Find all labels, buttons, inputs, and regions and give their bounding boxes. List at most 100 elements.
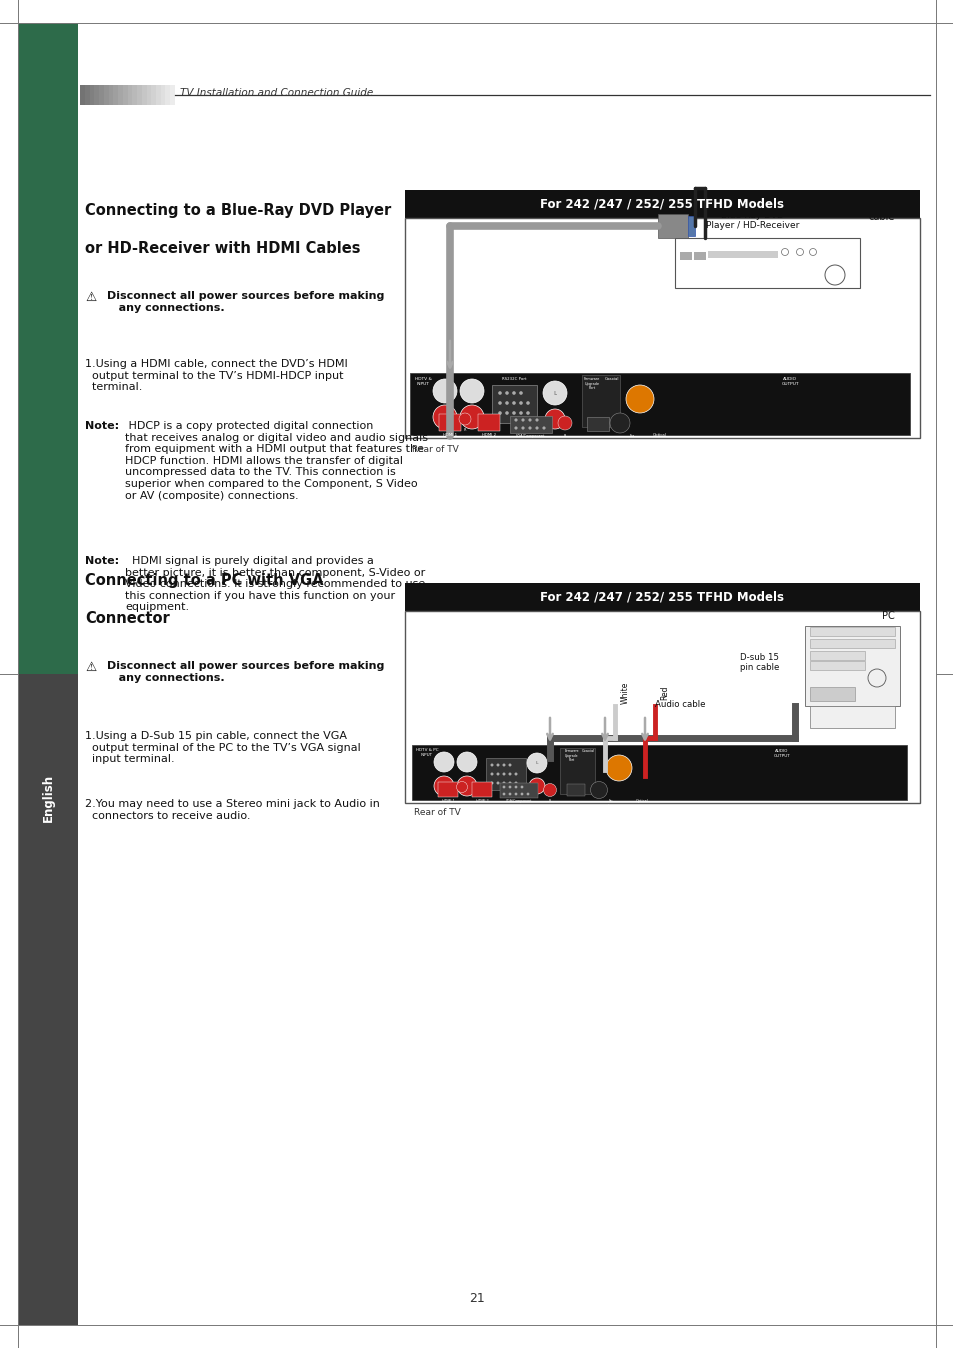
- Circle shape: [520, 786, 523, 789]
- Bar: [586, 417, 608, 431]
- Circle shape: [558, 417, 572, 430]
- Bar: [170, 85, 174, 105]
- Bar: [152, 85, 156, 105]
- Text: HDMI 2: HDMI 2: [481, 433, 496, 437]
- Circle shape: [535, 418, 538, 422]
- Circle shape: [502, 763, 505, 767]
- Bar: [132, 85, 137, 105]
- Circle shape: [496, 763, 499, 767]
- Text: HDMI 1: HDMI 1: [441, 799, 454, 803]
- Bar: [85, 85, 90, 105]
- Text: Connecting to a Blue-Ray DVD Player: Connecting to a Blue-Ray DVD Player: [85, 204, 391, 218]
- Circle shape: [433, 404, 456, 429]
- Bar: [405, 611, 919, 803]
- Text: 21: 21: [469, 1291, 484, 1305]
- Bar: [412, 745, 906, 799]
- Text: R: R: [463, 429, 466, 431]
- Bar: [118, 85, 123, 105]
- Bar: [80, 85, 174, 105]
- Text: HDMI 1: HDMI 1: [442, 433, 456, 437]
- Circle shape: [508, 782, 511, 785]
- Circle shape: [529, 778, 544, 794]
- Circle shape: [528, 426, 531, 430]
- Circle shape: [458, 412, 471, 425]
- Circle shape: [497, 402, 501, 404]
- Text: ⚠: ⚠: [85, 291, 96, 305]
- Circle shape: [434, 776, 454, 797]
- Circle shape: [535, 426, 538, 430]
- Circle shape: [518, 391, 522, 395]
- Circle shape: [542, 426, 545, 430]
- Text: Optical: Optical: [653, 433, 666, 437]
- Text: D-sub 15
pin cable: D-sub 15 pin cable: [740, 652, 779, 673]
- Bar: [492, 386, 537, 423]
- Circle shape: [512, 391, 516, 395]
- Circle shape: [605, 755, 631, 780]
- Bar: [438, 414, 460, 431]
- Circle shape: [521, 418, 524, 422]
- Circle shape: [496, 772, 499, 775]
- Text: VGA/Component: VGA/Component: [505, 799, 532, 803]
- Circle shape: [542, 381, 566, 404]
- Text: or HD-Receiver with HDMI Cables: or HD-Receiver with HDMI Cables: [85, 241, 360, 256]
- Text: HDTV & PC
INPUT: HDTV & PC INPUT: [416, 748, 437, 756]
- Circle shape: [502, 782, 505, 785]
- Text: R: R: [548, 799, 551, 803]
- Text: Optical: Optical: [635, 799, 648, 803]
- Circle shape: [505, 402, 508, 404]
- Circle shape: [508, 772, 511, 775]
- Circle shape: [544, 408, 564, 429]
- Text: HDTV &
INPUT: HDTV & INPUT: [415, 377, 431, 386]
- Text: AUDIO
OUTPUT: AUDIO OUTPUT: [781, 377, 798, 386]
- Bar: [94, 85, 99, 105]
- Bar: [581, 375, 619, 427]
- Text: ⚠: ⚠: [85, 661, 96, 674]
- Text: PC: PC: [882, 611, 894, 621]
- Bar: [809, 651, 864, 661]
- Bar: [137, 85, 142, 105]
- Circle shape: [456, 782, 467, 793]
- Circle shape: [526, 411, 529, 415]
- Bar: [555, 758, 558, 783]
- Text: Connector: Connector: [85, 611, 170, 625]
- Circle shape: [502, 772, 505, 775]
- Text: 1.Using a HDMI cable, connect the DVD’s HDMI
  output terminal to the TV’s HDMI-: 1.Using a HDMI cable, connect the DVD’s …: [85, 359, 348, 392]
- Circle shape: [597, 768, 613, 785]
- Text: Disconnect all power sources before making
   any connections.: Disconnect all power sources before maki…: [107, 661, 384, 682]
- Text: R: R: [563, 434, 566, 438]
- Circle shape: [459, 404, 483, 429]
- Bar: [156, 85, 161, 105]
- Circle shape: [496, 782, 499, 785]
- Bar: [529, 758, 533, 783]
- Bar: [99, 85, 104, 105]
- Bar: [128, 85, 132, 105]
- Bar: [522, 758, 526, 783]
- Circle shape: [520, 793, 523, 795]
- Circle shape: [521, 426, 524, 430]
- Circle shape: [508, 793, 511, 795]
- Text: L: L: [536, 762, 537, 766]
- Bar: [104, 85, 109, 105]
- Text: HDMI 2: HDMI 2: [476, 799, 488, 803]
- Text: Connecting to a PC with VGA: Connecting to a PC with VGA: [85, 573, 323, 588]
- Bar: [687, 216, 695, 236]
- Text: L: L: [553, 391, 556, 395]
- Circle shape: [518, 402, 522, 404]
- Bar: [80, 85, 85, 105]
- Bar: [109, 85, 113, 105]
- Bar: [679, 252, 691, 260]
- Text: Rear of TV: Rear of TV: [412, 445, 458, 454]
- Bar: [477, 414, 499, 431]
- Text: Blue-Ray DVD
Player / HD-Receiver: Blue-Ray DVD Player / HD-Receiver: [705, 210, 799, 231]
- Text: Ear
phone: Ear phone: [606, 799, 615, 807]
- Bar: [161, 85, 165, 105]
- Bar: [809, 706, 894, 728]
- Circle shape: [433, 379, 456, 403]
- Circle shape: [514, 786, 517, 789]
- Text: TV Installation and Connection Guide: TV Installation and Connection Guide: [180, 88, 373, 98]
- Bar: [510, 417, 552, 433]
- Text: Rear of TV: Rear of TV: [414, 807, 460, 817]
- Circle shape: [456, 776, 476, 797]
- Text: Coaxial: Coaxial: [604, 377, 618, 381]
- Bar: [804, 625, 899, 706]
